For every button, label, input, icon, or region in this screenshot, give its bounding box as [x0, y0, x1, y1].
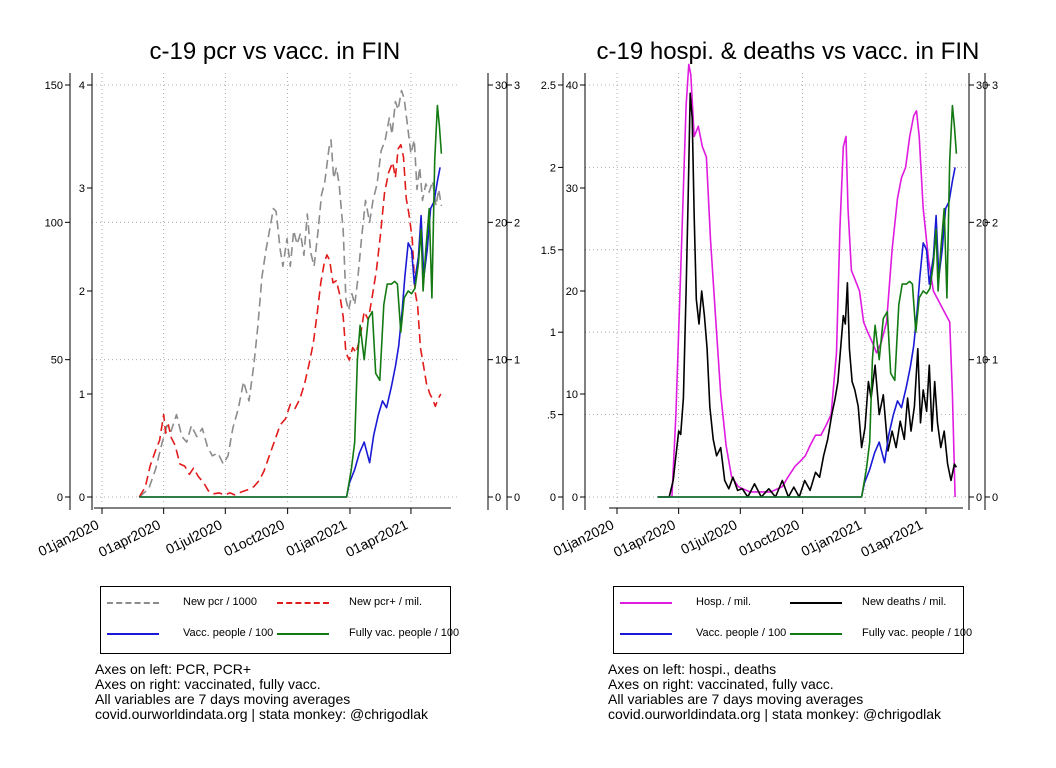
x-tick-label: 01jan2021 — [798, 516, 864, 559]
y-tick-label-left_inner: 1 — [79, 389, 85, 401]
series-line-3 — [139, 167, 441, 498]
series-line-4 — [139, 104, 443, 498]
legend-swatch — [790, 633, 842, 635]
y-tick-label-left_outer: 2.5 — [541, 80, 556, 92]
legend-label: New deaths / mil. — [862, 596, 947, 608]
legend: New pcr / 1000 New pcr+ / mil. Vacc. peopl… — [100, 586, 459, 654]
note-line: covid.ourworldindata.org | stata monkey:… — [608, 706, 942, 722]
y-tick-label-right_outer: 3 — [514, 80, 520, 92]
y-tick-label-left_inner: 10 — [566, 389, 578, 401]
y-tick-label-right_outer: 1 — [992, 355, 998, 367]
y-tick-label-left_inner: 2 — [79, 286, 85, 298]
grid — [585, 73, 969, 502]
legend: Hosp. / mil. New deaths / mil. Vacc. peopl… — [613, 586, 972, 654]
y-tick-label-right_inner: 30 — [976, 80, 988, 92]
legend-swatch — [277, 602, 329, 604]
series-line-1 — [138, 89, 443, 498]
y-tick-label-right_outer: 2 — [992, 217, 998, 229]
series-line-4 — [657, 104, 958, 498]
y-tick-label-left_outer: 100 — [45, 217, 63, 229]
x-tick-label: 01jan2021 — [283, 516, 349, 559]
y-tick-label-right_inner: 10 — [976, 355, 988, 367]
y-tick-label-left_outer: 1 — [550, 327, 556, 339]
y-tick-label-left_outer: 2 — [550, 162, 556, 174]
series-line-2 — [657, 92, 958, 498]
chart-notes: Axes on left: PCR, PCR+ Axes on right: va… — [95, 662, 428, 722]
series-line-1 — [671, 63, 956, 498]
chart-panel-2: 0 .5 1 1.5 2 2.5 0 10 20 30 40 0 10 20 30 0 1 2 3 01jan2020… — [541, 63, 998, 560]
y-tick-label-left_outer: 0 — [57, 492, 63, 504]
y-tick-label-right_outer: 0 — [514, 492, 520, 504]
series-line-2 — [138, 143, 442, 498]
x-tick-label: 01apr2021 — [858, 516, 925, 560]
y-tick-label-left_inner: 30 — [566, 183, 578, 195]
legend-label: New pcr / 1000 — [183, 596, 257, 608]
legend-swatch — [620, 602, 672, 604]
x-tick-label: 01apr2021 — [343, 516, 410, 560]
note-line: All variables are 7 days moving averages — [95, 691, 351, 707]
x-tick-label: 01jul2020 — [163, 516, 225, 557]
x-tick-label: 01jan2020 — [551, 516, 617, 559]
y-tick-label-left_inner: 0 — [79, 492, 85, 504]
chart-notes: Axes on left: hospi., deaths Axes on righ… — [608, 662, 941, 722]
x-tick-label: 01oct2020 — [736, 516, 802, 559]
note-line: covid.ourworldindata.org | stata monkey:… — [95, 706, 429, 722]
y-tick-label-right_outer: 2 — [514, 217, 520, 229]
y-tick-label-right_inner: 10 — [495, 355, 507, 367]
axes — [65, 73, 512, 514]
legend-label: Vacc. people / 100 — [183, 627, 274, 639]
legend-label: Fully vac. people / 100 — [349, 627, 460, 639]
note-line: Axes on right: vaccinated, fully vacc. — [95, 676, 321, 692]
legend-swatch — [620, 633, 672, 635]
series-line-3 — [657, 167, 956, 498]
y-tick-label-left_inner: 40 — [566, 80, 578, 92]
legend-label: Hosp. / mil. — [696, 596, 752, 608]
y-tick-label-left_outer: 150 — [45, 80, 63, 92]
y-tick-label-right_outer: 3 — [992, 80, 998, 92]
y-tick-label-left_outer: 0 — [550, 492, 556, 504]
axes — [558, 73, 990, 514]
y-tick-label-left_outer: 50 — [51, 355, 63, 367]
note-line: Axes on left: hospi., deaths — [608, 661, 777, 677]
x-tick-label: 01jan2020 — [36, 516, 102, 559]
y-tick-label-left_outer: .5 — [547, 410, 556, 422]
chart-title: c-19 pcr vs vacc. in FIN — [149, 38, 401, 65]
chart-panel-1: 050100150012340102030012301jan202001apr2… — [36, 73, 520, 560]
legend-swatch — [107, 633, 159, 635]
y-tick-label-right_outer: 0 — [992, 492, 998, 504]
legend-label: New pcr+ / mil. — [349, 596, 423, 608]
legend-swatch — [107, 602, 159, 604]
y-tick-label-left_outer: 1.5 — [541, 245, 556, 257]
legend-label: Vacc. people / 100 — [696, 627, 787, 639]
x-tick-label: 01apr2020 — [611, 516, 678, 560]
chart-title: c-19 hospi. & deaths vs vacc. in FIN — [596, 38, 980, 65]
note-line: Axes on left: PCR, PCR+ — [95, 661, 252, 677]
note-line: Axes on right: vaccinated, fully vacc. — [608, 676, 834, 692]
grid — [92, 73, 457, 502]
y-tick-label-left_inner: 0 — [572, 492, 578, 504]
y-tick-label-left_inner: 20 — [566, 286, 578, 298]
y-tick-label-right_inner: 20 — [495, 217, 507, 229]
y-tick-label-left_inner: 3 — [79, 183, 85, 195]
y-tick-label-left_inner: 4 — [79, 80, 85, 92]
y-tick-label-right_inner: 0 — [495, 492, 501, 504]
x-tick-label: 01jul2020 — [678, 516, 740, 557]
legend-swatch — [790, 602, 842, 604]
y-tick-label-right_inner: 30 — [495, 80, 507, 92]
y-tick-label-right_inner: 0 — [976, 492, 982, 504]
note-line: All variables are 7 days moving averages — [608, 691, 864, 707]
legend-swatch — [277, 633, 329, 635]
y-tick-label-right_inner: 20 — [976, 217, 988, 229]
x-tick-label: 01oct2020 — [221, 516, 287, 559]
y-tick-label-right_outer: 1 — [514, 355, 520, 367]
x-tick-label: 01apr2020 — [96, 516, 163, 560]
legend-label: Fully vac. people / 100 — [862, 627, 973, 639]
